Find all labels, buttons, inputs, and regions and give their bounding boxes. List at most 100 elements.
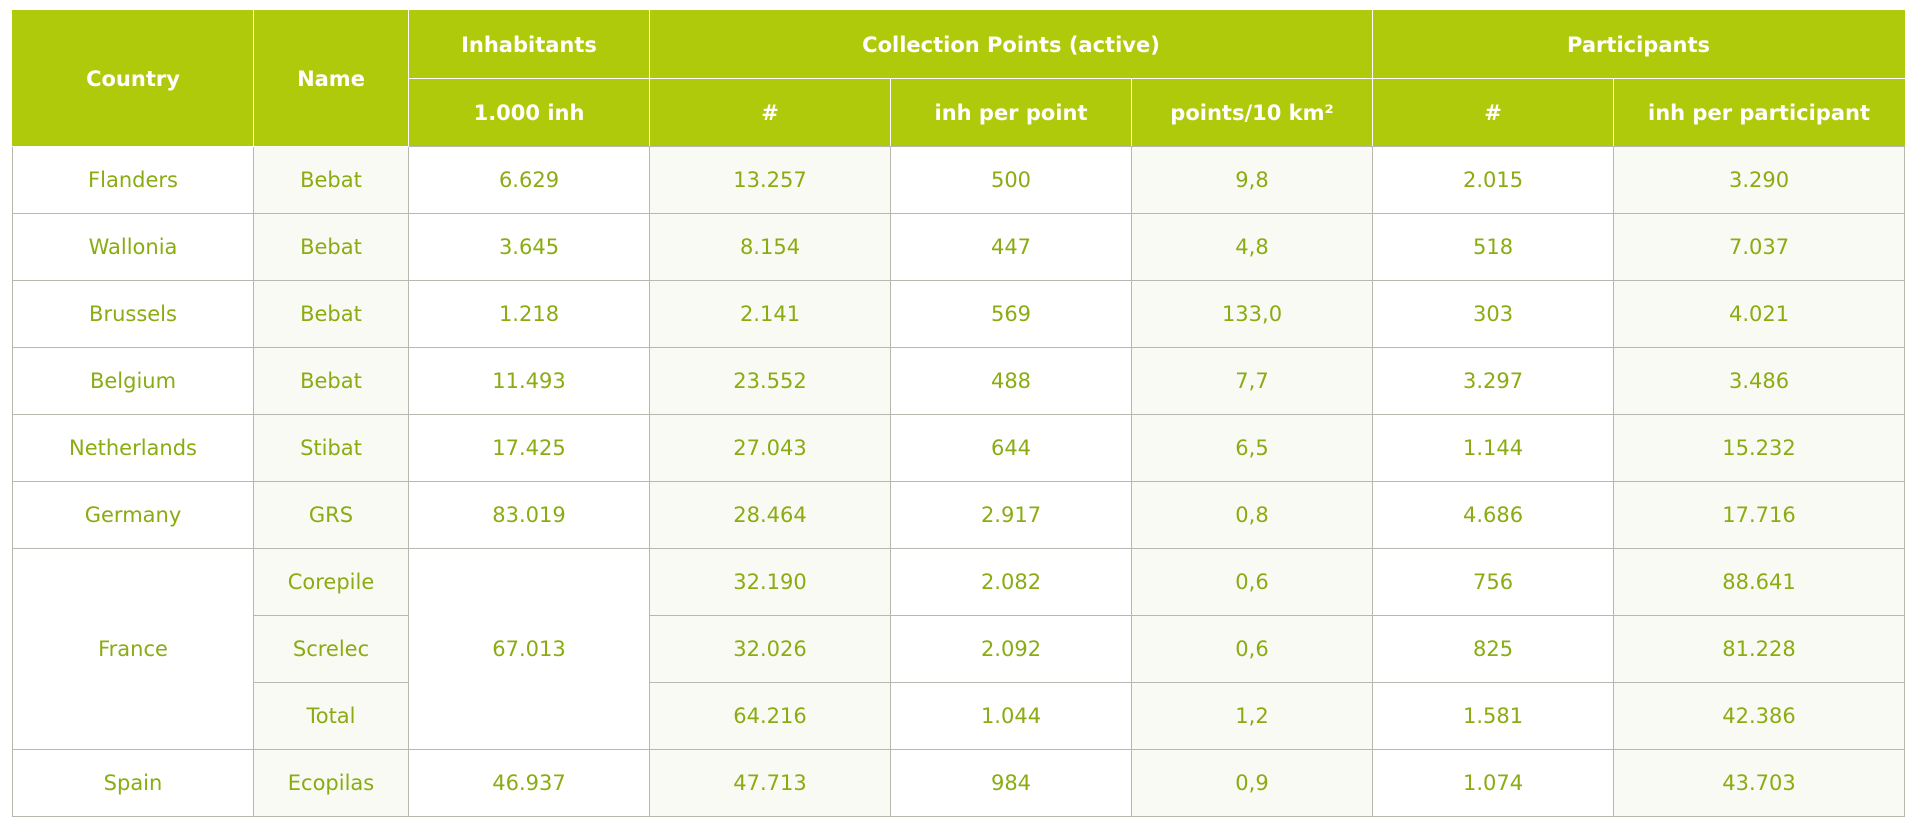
table-header: Country Name Inhabitants Collection Poin… bbox=[12, 10, 1906, 147]
cell-part-inh: 7.037 bbox=[1613, 213, 1906, 281]
header-inhabitants-unit: 1.000 inh bbox=[408, 78, 650, 147]
cell-country: Brussels bbox=[12, 280, 254, 348]
cell-cp-density: 7,7 bbox=[1130, 347, 1374, 415]
cell-cp-density: 6,5 bbox=[1130, 414, 1374, 482]
cell-cp-count: 32.190 bbox=[649, 548, 891, 616]
cell-name: Bebat bbox=[253, 146, 409, 214]
table-row: Netherlands Stibat 17.425 27.043 644 6,5… bbox=[12, 414, 1906, 482]
table-container: Country Name Inhabitants Collection Poin… bbox=[12, 10, 1906, 817]
table-body: Flanders Bebat 6.629 13.257 500 9,8 2.01… bbox=[12, 146, 1906, 817]
table-row: Wallonia Bebat 3.645 8.154 447 4,8 518 7… bbox=[12, 213, 1906, 281]
cell-cp-inh-per-point: 488 bbox=[890, 347, 1132, 415]
cell-part-count: 1.074 bbox=[1372, 749, 1615, 817]
cell-cp-count: 27.043 bbox=[649, 414, 891, 482]
cell-cp-density: 0,6 bbox=[1130, 615, 1374, 683]
cell-part-inh: 42.386 bbox=[1613, 682, 1906, 750]
cell-name: Ecopilas bbox=[253, 749, 409, 817]
cell-cp-inh-per-point: 2.082 bbox=[890, 548, 1132, 616]
cell-country: Flanders bbox=[12, 146, 254, 214]
table-row: France Corepile 67.013 32.190 2.082 0,6 … bbox=[12, 548, 1906, 750]
collection-points-table: Country Name Inhabitants Collection Poin… bbox=[12, 10, 1906, 817]
cell-part-inh: 43.703 bbox=[1613, 749, 1906, 817]
cell-inhabitants: 6.629 bbox=[408, 146, 650, 214]
cell-cp-inh-per-point: 2.917 bbox=[890, 481, 1132, 549]
cell-country: Netherlands bbox=[12, 414, 254, 482]
table-row: Brussels Bebat 1.218 2.141 569 133,0 303… bbox=[12, 280, 1906, 348]
cell-cp-density: 0,6 bbox=[1130, 548, 1374, 616]
cell-cp-density: 1,2 bbox=[1130, 682, 1374, 750]
cell-cp-density: 4,8 bbox=[1130, 213, 1374, 281]
cell-cp-density: 0,9 bbox=[1130, 749, 1374, 817]
cell-part-count: 3.297 bbox=[1372, 347, 1615, 415]
table-row: Flanders Bebat 6.629 13.257 500 9,8 2.01… bbox=[12, 146, 1906, 214]
cell-cp-count: 13.257 bbox=[649, 146, 891, 214]
cell-part-count: 303 bbox=[1372, 280, 1615, 348]
cell-cp-count: 23.552 bbox=[649, 347, 891, 415]
cell-name: Screlec bbox=[253, 615, 409, 683]
cell-country: Germany bbox=[12, 481, 254, 549]
header-name: Name bbox=[253, 10, 409, 147]
cell-part-inh: 88.641 bbox=[1613, 548, 1906, 616]
cell-name: Corepile bbox=[253, 548, 409, 616]
cell-country: Spain bbox=[12, 749, 254, 817]
cell-part-inh: 17.716 bbox=[1613, 481, 1906, 549]
cell-cp-density: 133,0 bbox=[1130, 280, 1374, 348]
table-row: Germany GRS 83.019 28.464 2.917 0,8 4.68… bbox=[12, 481, 1906, 549]
cell-part-inh: 81.228 bbox=[1613, 615, 1906, 683]
cell-part-inh: 15.232 bbox=[1613, 414, 1906, 482]
header-row-top: Country Name Inhabitants Collection Poin… bbox=[12, 10, 1906, 147]
cell-cp-inh-per-point: 1.044 bbox=[890, 682, 1132, 750]
cell-name: Bebat bbox=[253, 347, 409, 415]
cell-name: Total bbox=[253, 682, 409, 750]
cell-inhabitants: 3.645 bbox=[408, 213, 650, 281]
cell-cp-count: 47.713 bbox=[649, 749, 891, 817]
cell-name: Bebat bbox=[253, 280, 409, 348]
cell-part-count: 825 bbox=[1372, 615, 1615, 683]
cell-inhabitants: 11.493 bbox=[408, 347, 650, 415]
header-cp-density: points/10 km² bbox=[1130, 78, 1374, 147]
cell-cp-inh-per-point: 644 bbox=[890, 414, 1132, 482]
cell-cp-count: 8.154 bbox=[649, 213, 891, 281]
cell-inhabitants: 46.937 bbox=[408, 749, 650, 817]
cell-part-count: 4.686 bbox=[1372, 481, 1615, 549]
cell-country: Belgium bbox=[12, 347, 254, 415]
cell-cp-inh-per-point: 447 bbox=[890, 213, 1132, 281]
cell-cp-inh-per-point: 984 bbox=[890, 749, 1132, 817]
cell-name: Bebat bbox=[253, 213, 409, 281]
cell-part-count: 756 bbox=[1372, 548, 1615, 616]
cell-inhabitants: 17.425 bbox=[408, 414, 650, 482]
cell-cp-density: 0,8 bbox=[1130, 481, 1374, 549]
header-country: Country bbox=[12, 10, 254, 147]
cell-name: Stibat bbox=[253, 414, 409, 482]
cell-part-count: 518 bbox=[1372, 213, 1615, 281]
cell-cp-count: 64.216 bbox=[649, 682, 891, 750]
header-cp-count: # bbox=[649, 78, 891, 147]
cell-inhabitants: 1.218 bbox=[408, 280, 650, 348]
cell-part-inh: 3.290 bbox=[1613, 146, 1906, 214]
cell-cp-inh-per-point: 2.092 bbox=[890, 615, 1132, 683]
cell-part-inh: 4.021 bbox=[1613, 280, 1906, 348]
header-collection-points: Collection Points (active) bbox=[648, 10, 1374, 79]
cell-cp-inh-per-point: 500 bbox=[890, 146, 1132, 214]
header-cp-inh-per-point: inh per point bbox=[890, 78, 1132, 147]
cell-cp-count: 32.026 bbox=[649, 615, 891, 683]
header-inhabitants: Inhabitants bbox=[408, 10, 650, 79]
cell-part-count: 1.144 bbox=[1372, 414, 1615, 482]
cell-cp-inh-per-point: 569 bbox=[890, 280, 1132, 348]
header-participants: Participants bbox=[1372, 10, 1906, 79]
cell-country: France bbox=[12, 548, 254, 750]
cell-part-inh: 3.486 bbox=[1613, 347, 1906, 415]
header-part-inh: inh per participant bbox=[1613, 78, 1906, 147]
header-row-sub: 1.000 inh # inh per point points/10 km² … bbox=[13, 78, 1906, 147]
cell-cp-density: 9,8 bbox=[1130, 146, 1374, 214]
table-row: Total 64.216 1.044 1,2 1.581 42.386 bbox=[13, 682, 1906, 750]
table-row: Screlec 32.026 2.092 0,6 825 81.228 bbox=[13, 615, 1906, 683]
cell-cp-count: 28.464 bbox=[649, 481, 891, 549]
table-row: Belgium Bebat 11.493 23.552 488 7,7 3.29… bbox=[12, 347, 1906, 415]
cell-name: GRS bbox=[253, 481, 409, 549]
cell-inhabitants: 83.019 bbox=[408, 481, 650, 549]
cell-country: Wallonia bbox=[12, 213, 254, 281]
cell-part-count: 2.015 bbox=[1372, 146, 1615, 214]
cell-part-count: 1.581 bbox=[1372, 682, 1615, 750]
cell-cp-count: 2.141 bbox=[649, 280, 891, 348]
